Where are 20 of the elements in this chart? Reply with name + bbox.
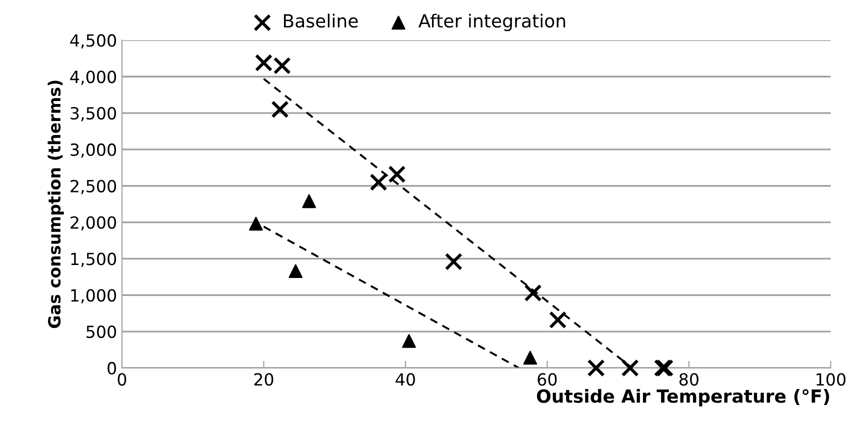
x-tick-label: 0 — [118, 373, 126, 386]
legend-label: Baseline — [284, 14, 358, 28]
y-tick-label: 0 — [108, 362, 116, 375]
y-tick-label: 2,000 — [70, 216, 116, 231]
y-tick-label: 3,000 — [70, 143, 116, 158]
x-tick-label: 20 — [254, 373, 274, 386]
x-tick-label: 60 — [538, 373, 557, 386]
y-tick-label: 1,000 — [71, 289, 116, 304]
y-tick-label: 2,500 — [70, 180, 116, 194]
x-tick-label: 40 — [396, 373, 415, 386]
legend-label: After integration — [418, 14, 566, 32]
y-axis-title: Gas consumption (therms) — [48, 80, 64, 328]
y-tick-label: 4,500 — [70, 34, 116, 48]
x-tick-label: 100 — [816, 373, 846, 386]
x-axis-title: Outside Air Temperature (°F) — [536, 388, 830, 406]
y-tick-label: 3,500 — [70, 107, 116, 122]
x-tick-label: 80 — [679, 373, 698, 386]
y-tick-label: 500 — [86, 326, 116, 338]
y-tick-label: 1,500 — [71, 252, 116, 267]
y-tick-label: 4,000 — [70, 70, 116, 85]
